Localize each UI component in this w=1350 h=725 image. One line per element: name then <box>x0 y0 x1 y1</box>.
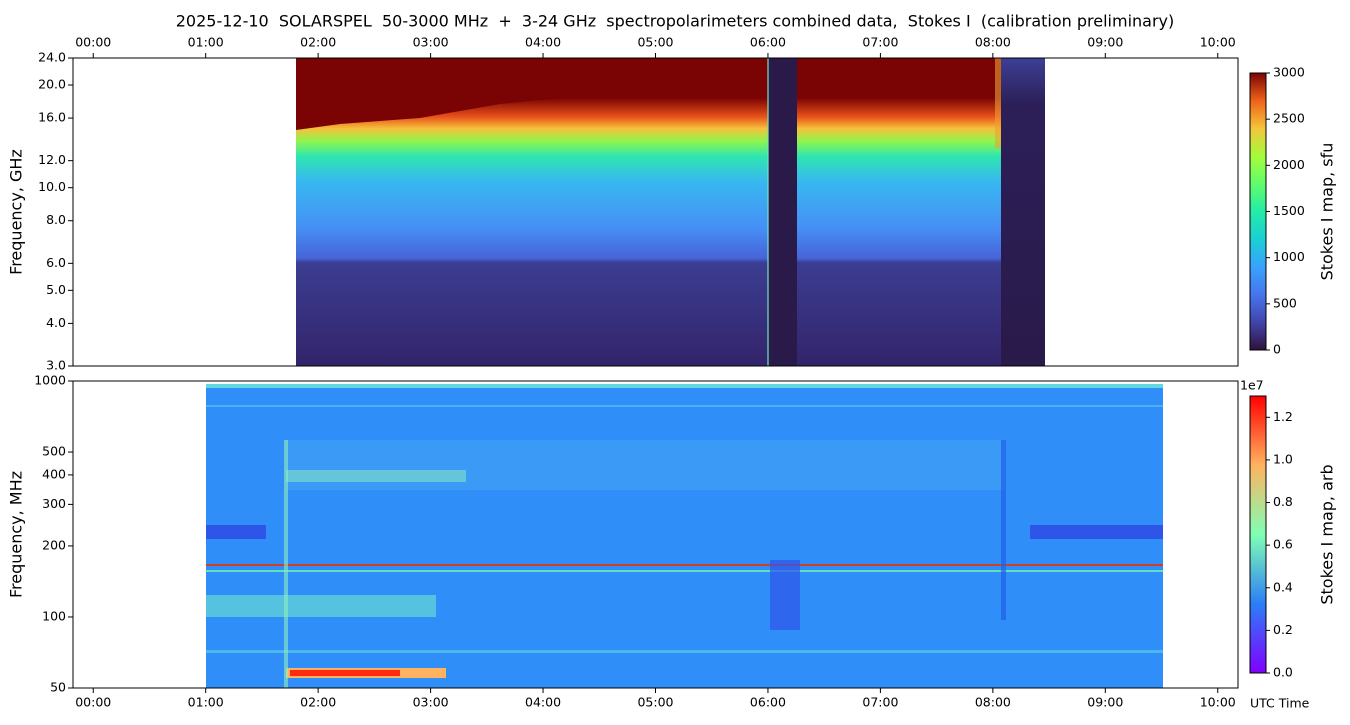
x-tick-label: 08:00 <box>975 35 1011 50</box>
y-tick-label: 100 <box>42 608 66 623</box>
y-tick-label: 400 <box>42 466 66 481</box>
colorbar-tick-label: 2500 <box>1273 111 1305 126</box>
y-tick-label: 1000 <box>34 373 66 388</box>
colorbar-tick-label: 1500 <box>1273 203 1305 218</box>
x-tick-label: 07:00 <box>862 35 898 50</box>
y-tick-label: 5.0 <box>46 282 66 297</box>
y-tick-label: 16.0 <box>38 110 66 125</box>
colorbar-label: Stokes I map, sfu <box>1318 143 1337 281</box>
y-tick-label: 20.0 <box>38 77 66 92</box>
x-tick-label: 10:00 <box>1200 695 1236 710</box>
y-tick-label: 50 <box>50 680 66 695</box>
x-tick-label: 00:00 <box>75 695 111 710</box>
x-tick-label: 03:00 <box>413 695 449 710</box>
colorbar-tick-label: 1.2 <box>1273 409 1293 424</box>
y-tick-label: 300 <box>42 496 66 511</box>
colorbar <box>1249 395 1267 674</box>
y-axis-label: Frequency, GHz <box>7 149 26 275</box>
colorbar-tick-label: 0 <box>1273 342 1281 357</box>
colorbar-tick-label: 1.0 <box>1273 451 1293 466</box>
spectrogram-image <box>206 58 1163 688</box>
y-tick-label: 500 <box>42 444 66 459</box>
y-tick-label: 24.0 <box>38 50 66 65</box>
x-tick-label: 04:00 <box>525 35 561 50</box>
colorbar-tick-label: 500 <box>1273 295 1297 310</box>
x-tick-label: 06:00 <box>750 695 786 710</box>
colorbar-tick-label: 0.8 <box>1273 494 1293 509</box>
x-tick-label: 05:00 <box>637 35 673 50</box>
y-tick-label: 4.0 <box>46 315 66 330</box>
colorbar-tick-label: 0.0 <box>1273 665 1293 680</box>
x-tick-label: 07:00 <box>862 695 898 710</box>
y-tick-label: 3.0 <box>46 358 66 373</box>
chart-title: 2025-12-10 SOLARSPEL 50-3000 MHz + 3-24 … <box>176 12 1175 31</box>
x-tick-label: 00:00 <box>75 35 111 50</box>
x-tick-label: 08:00 <box>975 695 1011 710</box>
y-axis-label: Frequency, MHz <box>7 471 26 598</box>
colorbar-label: Stokes I map, arb <box>1318 464 1337 604</box>
x-tick-label: 06:00 <box>750 35 786 50</box>
y-tick-label: 6.0 <box>46 255 66 270</box>
colorbar-tick-label: 0.6 <box>1273 537 1293 552</box>
y-tick-label: 12.0 <box>38 152 66 167</box>
colorbar-offset: 1e7 <box>1240 378 1264 393</box>
colorbar-tick-label: 2000 <box>1273 157 1305 172</box>
x-tick-label: 02:00 <box>300 695 336 710</box>
x-tick-label: 09:00 <box>1087 695 1123 710</box>
colorbar-tick-label: 1000 <box>1273 249 1305 264</box>
x-tick-label: 09:00 <box>1087 35 1123 50</box>
colorbar <box>1249 72 1267 351</box>
x-tick-label: 10:00 <box>1200 35 1236 50</box>
x-tick-label: 02:00 <box>300 35 336 50</box>
y-tick-label: 10.0 <box>38 179 66 194</box>
y-tick-label: 200 <box>42 537 66 552</box>
colorbar-tick-label: 0.2 <box>1273 622 1293 637</box>
colorbar-tick-label: 3000 <box>1273 65 1305 80</box>
x-tick-label: 01:00 <box>188 35 224 50</box>
colorbar-tick-label: 0.4 <box>1273 579 1293 594</box>
x-tick-label: 04:00 <box>525 695 561 710</box>
x-tick-label: 03:00 <box>413 35 449 50</box>
y-tick-label: 8.0 <box>46 212 66 227</box>
x-tick-label: 01:00 <box>188 695 224 710</box>
x-tick-label: 05:00 <box>637 695 673 710</box>
x-axis-label: UTC Time <box>1250 696 1310 711</box>
